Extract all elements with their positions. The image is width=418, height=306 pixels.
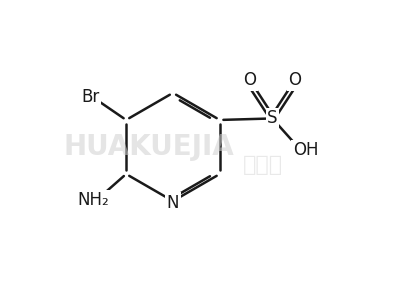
Text: S: S [267, 110, 278, 127]
Text: HUAKUEJIA: HUAKUEJIA [64, 133, 234, 161]
Text: NH₂: NH₂ [77, 191, 109, 209]
Text: OH: OH [293, 141, 318, 159]
Text: 化学加: 化学加 [243, 155, 283, 175]
Text: Br: Br [81, 88, 99, 106]
Text: O: O [243, 71, 256, 89]
Text: O: O [288, 71, 301, 89]
Text: N: N [167, 194, 179, 211]
